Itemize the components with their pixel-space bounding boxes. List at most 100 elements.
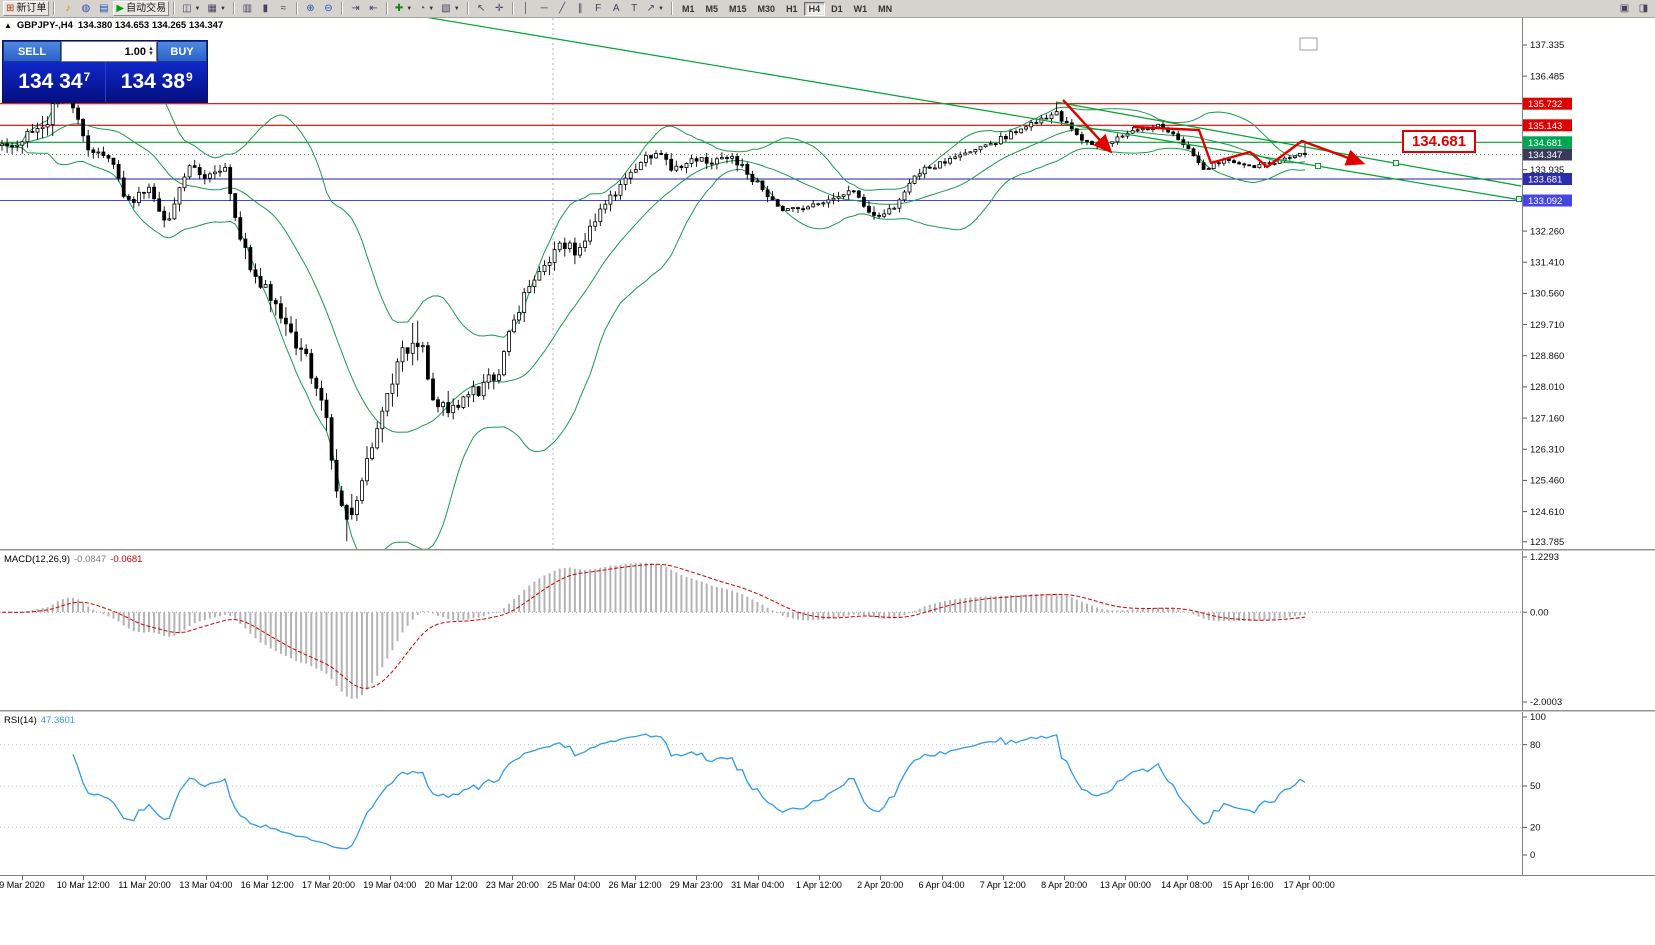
timeframe-mn[interactable]: MN (873, 2, 897, 16)
trendline-handle[interactable] (1315, 163, 1321, 169)
trendline-object[interactable] (334, 1, 1522, 201)
zoom-out-icon: ⊖ (324, 2, 333, 14)
volume-up-icon[interactable]: ▲ (148, 45, 154, 52)
profiles-icon[interactable]: ▦ ▼ (205, 1, 229, 16)
sell-button[interactable]: SELL (3, 41, 61, 62)
timeframe-m1[interactable]: M1 (677, 2, 700, 16)
panel-splitter[interactable] (0, 549, 1655, 551)
timeframe-h1[interactable]: H1 (781, 2, 803, 16)
fibonacci-icon[interactable]: F (590, 1, 607, 16)
new-chart-icon[interactable]: ◫ ▼ (179, 1, 203, 16)
cursor-icon[interactable]: ↖ (473, 1, 490, 16)
buy-price[interactable]: 134 38 9 (106, 62, 208, 102)
svg-text:134.347: 134.347 (1528, 150, 1562, 161)
auto-scroll-icon[interactable]: ⇥ (347, 1, 364, 16)
toolbar-separator (671, 2, 673, 15)
red-arrow-annotation[interactable] (1132, 125, 1366, 169)
templates-icon[interactable]: ▧ ▼ (438, 1, 462, 16)
macd-scale-label: 0.00 (1530, 607, 1549, 618)
panel-splitter[interactable] (0, 710, 1655, 712)
svg-text:135.732: 135.732 (1528, 99, 1562, 110)
market-watch-icon[interactable]: ◍ (77, 1, 94, 16)
price-annotation-label[interactable]: 134.681 (1402, 130, 1476, 153)
candlestick-chart-icon[interactable]: ▮ (257, 1, 274, 16)
indicators-icon[interactable]: ✚ ▼ (392, 1, 415, 16)
toolbar-separator (340, 2, 343, 15)
timeframe-w1[interactable]: W1 (849, 2, 873, 16)
bollinger-lower-band[interactable] (1, 143, 1306, 559)
time-axis-label: 8 Apr 20:00 (1041, 880, 1088, 890)
chevron-down-icon: ▼ (194, 5, 201, 12)
trade-panel-prices: 134 34 7 134 38 9 (3, 62, 207, 102)
time-axis-label: 10 Mar 12:00 (56, 880, 110, 890)
text-icon: A (612, 2, 620, 14)
sell-price[interactable]: 134 34 7 (3, 62, 105, 102)
periods-icon[interactable]: ◔ ▼ (416, 1, 437, 16)
new-order-button[interactable]: ⊞ 新订单 (3, 1, 50, 16)
candlesticks (0, 77, 1307, 542)
time-axis-tick (328, 876, 330, 880)
chart-shift-icon: ⇤ (369, 2, 378, 14)
trendline-handle[interactable] (1516, 196, 1522, 202)
data-window-icon[interactable]: ▤ (95, 1, 112, 16)
price-marker-badge: 135.732 (1523, 97, 1572, 110)
toolbar-separator (295, 2, 298, 15)
horizontal-line-icon[interactable]: ─ (536, 1, 553, 16)
time-axis-tick (573, 876, 575, 880)
vertical-line-icon[interactable]: │ (518, 1, 535, 16)
buy-price-value: 134 38 (120, 70, 186, 93)
crosshair-icon[interactable]: ✛ (491, 1, 508, 16)
timeframe-h4[interactable]: H4 (803, 1, 826, 16)
rsi-scale-label: 20 (1530, 823, 1541, 834)
zoom-in-icon[interactable]: ⊕ (302, 1, 319, 16)
fibonacci-icon: F (595, 2, 602, 14)
timeframe-d1[interactable]: D1 (826, 2, 848, 16)
toggle-panels-icon[interactable]: ◨ (1635, 1, 1652, 16)
bollinger-upper-band[interactable] (1, 73, 1306, 338)
time-axis-tick (880, 876, 882, 880)
price-scale-tick: 127.160 (1530, 413, 1564, 424)
timeframe-m30[interactable]: M30 (753, 2, 781, 16)
text-icon[interactable]: A (608, 1, 625, 16)
trendline-handle[interactable] (1393, 160, 1399, 166)
arrange-windows-icon[interactable]: ▣ (1616, 1, 1633, 16)
time-axis-tick (267, 876, 269, 880)
trendline-object[interactable] (1055, 101, 1522, 187)
line-chart-icon: ≈ (280, 2, 287, 14)
volume-spinner[interactable]: ▲ ▼ (148, 45, 154, 57)
volume-down-icon[interactable]: ▼ (148, 50, 154, 57)
toolbar-separator (511, 2, 514, 15)
autotrade-button[interactable]: ▶ 自动交易 (113, 1, 170, 16)
sound-alerts-icon[interactable]: ♪ (59, 1, 76, 16)
trendline-icon[interactable]: ╱ (554, 1, 571, 16)
timeframe-m15[interactable]: M15 (724, 2, 752, 16)
volume-value[interactable]: 1.00 (124, 45, 147, 58)
price-scale-tick: 128.860 (1530, 351, 1564, 362)
line-chart-icon[interactable]: ≈ (275, 1, 292, 16)
buy-button[interactable]: BUY (157, 41, 207, 62)
text-label-object[interactable] (1299, 37, 1318, 51)
data-window-icon: ▤ (99, 2, 109, 14)
timeframe-m5[interactable]: M5 (701, 2, 724, 16)
bollinger-middle-band[interactable] (1, 123, 1306, 433)
arrows-icon[interactable]: ↗ ▼ (644, 1, 667, 16)
zoom-out-icon[interactable]: ⊖ (320, 1, 337, 16)
time-axis-tick (818, 876, 820, 880)
price-scale-background (1522, 18, 1655, 549)
chevron-down-icon: ▼ (453, 5, 460, 12)
chart-shift-icon[interactable]: ⇤ (365, 1, 382, 16)
one-click-toggle-icon[interactable]: ▲ (4, 21, 12, 30)
time-axis-tick (757, 876, 759, 880)
bar-chart-icon[interactable]: ▥ (239, 1, 256, 16)
volume-field[interactable]: 1.00 ▲ ▼ (61, 41, 157, 62)
red-arrow-annotation[interactable] (1062, 99, 1113, 154)
time-axis-label: 15 Apr 16:00 (1222, 880, 1274, 890)
label-icon[interactable]: T (626, 1, 643, 16)
macd-title: MACD(12,26,9) (4, 554, 70, 565)
vertical-line-icon: │ (523, 2, 530, 14)
time-axis-tick (635, 876, 636, 880)
price-marker-badge: 134.347 (1523, 148, 1572, 161)
time-axis-tick (512, 876, 514, 880)
toolbar-button-label: 新订单 (16, 2, 47, 14)
channel-icon[interactable]: ∥ (572, 1, 589, 16)
